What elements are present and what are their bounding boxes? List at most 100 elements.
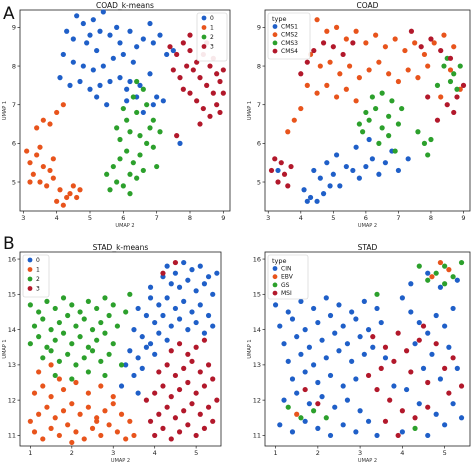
data-point xyxy=(147,20,153,27)
data-point xyxy=(369,156,375,162)
data-point xyxy=(110,55,116,61)
data-point xyxy=(298,71,304,77)
data-point xyxy=(181,259,187,266)
data-point xyxy=(343,86,349,92)
legend-label: 0 xyxy=(36,257,40,264)
data-point xyxy=(441,63,447,69)
data-point xyxy=(44,298,50,304)
data-point xyxy=(330,44,336,50)
x-tick-label: 9 xyxy=(221,214,225,222)
data-point xyxy=(150,40,156,46)
data-point xyxy=(52,305,58,312)
series-0 xyxy=(57,9,183,146)
series-1 xyxy=(24,102,83,208)
data-point xyxy=(201,425,208,431)
x-tick-label: 2 xyxy=(316,449,320,457)
data-point xyxy=(193,288,199,294)
data-point xyxy=(324,160,330,166)
y-tick-label: 9 xyxy=(12,24,16,32)
x-tick-label: 4 xyxy=(299,214,303,222)
x-tick-label: 3 xyxy=(21,214,25,222)
data-point xyxy=(399,429,405,435)
data-point xyxy=(454,365,460,371)
y-tick-label: 5 xyxy=(257,178,261,186)
data-point xyxy=(144,102,150,108)
y-tick-label: 8 xyxy=(12,62,16,70)
data-point xyxy=(304,82,310,88)
data-point xyxy=(123,436,129,442)
data-point xyxy=(349,358,355,364)
data-point xyxy=(391,358,397,364)
x-axis-label: UMAP 2 xyxy=(111,458,130,464)
data-point xyxy=(217,78,223,85)
data-point xyxy=(174,51,180,58)
data-point xyxy=(124,98,130,104)
data-point xyxy=(184,63,190,69)
data-point xyxy=(458,383,465,389)
data-point xyxy=(56,358,62,364)
data-point xyxy=(386,133,392,139)
data-point xyxy=(324,28,330,34)
data-point xyxy=(189,358,195,364)
data-point xyxy=(357,334,363,340)
data-point xyxy=(302,386,308,393)
data-point xyxy=(60,102,66,108)
x-tick-label: 8 xyxy=(188,214,192,222)
data-point xyxy=(324,82,330,88)
data-point xyxy=(327,372,334,379)
data-point xyxy=(333,94,340,100)
data-point xyxy=(201,337,208,343)
data-point xyxy=(365,327,372,333)
data-point xyxy=(395,78,402,85)
series-1 xyxy=(27,362,137,446)
series-2 xyxy=(285,259,465,431)
legend-label: CMS4 xyxy=(281,48,298,55)
data-point xyxy=(139,334,145,340)
data-point xyxy=(193,390,199,396)
data-point xyxy=(386,71,392,77)
data-point xyxy=(214,397,220,403)
data-point xyxy=(327,59,333,65)
data-point xyxy=(170,47,176,54)
data-point xyxy=(140,86,146,92)
legend-marker xyxy=(272,282,278,288)
data-point xyxy=(350,40,356,46)
data-point xyxy=(69,302,75,308)
data-point xyxy=(376,140,382,146)
data-point xyxy=(90,17,96,23)
data-point xyxy=(441,32,447,38)
data-point xyxy=(73,362,79,368)
data-point xyxy=(94,47,100,54)
data-point xyxy=(425,94,431,100)
data-point xyxy=(97,28,103,34)
data-point xyxy=(70,59,76,65)
y-tick-label: 11 xyxy=(8,432,16,440)
data-point xyxy=(416,401,422,407)
data-point xyxy=(27,179,33,185)
data-point xyxy=(302,369,308,375)
data-point xyxy=(307,194,314,201)
data-point xyxy=(67,82,73,88)
data-point xyxy=(106,422,112,428)
y-axis-label: UMAP 1 xyxy=(2,339,8,358)
chart-title: COAD xyxy=(357,1,379,10)
x-tick-label: 5 xyxy=(331,214,335,222)
legend: 0 1 2 3 xyxy=(196,12,228,62)
data-point xyxy=(48,348,54,354)
data-point xyxy=(457,63,463,69)
data-point xyxy=(147,284,154,290)
data-point xyxy=(451,44,457,50)
data-point xyxy=(315,379,321,386)
data-point xyxy=(80,63,86,69)
data-point xyxy=(89,327,96,333)
data-point xyxy=(288,163,294,170)
series-3 xyxy=(302,323,465,439)
data-point xyxy=(344,341,351,347)
data-point xyxy=(285,129,291,135)
data-point xyxy=(160,425,166,431)
data-point xyxy=(425,277,431,283)
data-point xyxy=(332,330,338,336)
data-point xyxy=(176,284,183,290)
data-point xyxy=(147,418,154,424)
